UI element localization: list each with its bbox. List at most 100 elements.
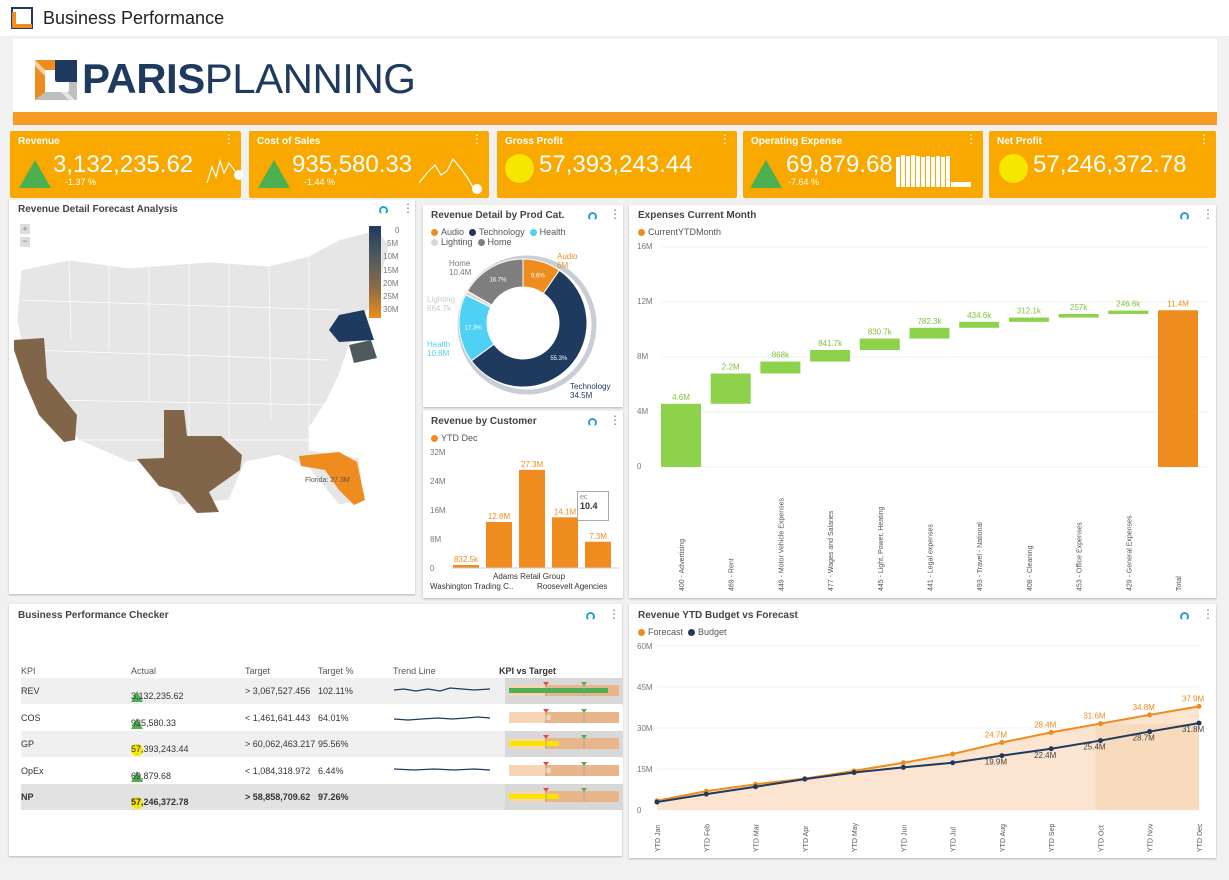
us-map[interactable]: Florida: 27.3M (9, 200, 415, 594)
bullet-marker (581, 682, 587, 686)
refresh-icon[interactable] (1180, 612, 1189, 621)
kpi-operating-expense[interactable]: Operating Expense ⋮ 69,879.68 -7.64 % (743, 131, 983, 198)
budget-value-label: 19.9M (985, 758, 1008, 767)
status-up-icon (131, 718, 143, 729)
forecast-point (999, 739, 1005, 745)
label-lighting: Lighting (427, 295, 456, 304)
x-category-label: 449 - Motor Vehicle Expenses (778, 498, 785, 591)
y-tick: 15M (637, 765, 653, 774)
ytd-card: Revenue YTD Budget vs Forecast ⋮ Forecas… (629, 604, 1216, 858)
more-menu-icon[interactable]: ⋮ (609, 207, 621, 221)
status-neutral-icon (999, 154, 1028, 183)
budget-point (1147, 729, 1153, 735)
expenses-waterfall-chart[interactable]: 4.6M 400 - Advertising 2.2M 469 - Rent 868k 4… (629, 205, 1216, 598)
bullet-marker (543, 682, 549, 686)
y-tick: 16M (430, 506, 446, 515)
forecast-value-label: 31.6M (1083, 712, 1106, 721)
donut-chart[interactable]: 9.6% 55.3% 17.3% 16.7% (423, 245, 623, 407)
refresh-icon[interactable] (1180, 212, 1189, 221)
more-menu-icon[interactable]: ⋮ (719, 132, 731, 146)
more-menu-icon[interactable]: ⋮ (223, 132, 235, 146)
legend-label: 25M (383, 292, 399, 301)
slice-percent-label: 55.3% (550, 356, 568, 362)
bullet-marker (581, 735, 587, 739)
kpi-sparkbars (896, 155, 971, 187)
target-pct-cell: 6.44% (318, 766, 344, 776)
kpi-title: Revenue (18, 136, 60, 147)
card-title: Business Performance Checker (18, 610, 169, 621)
refresh-icon[interactable] (379, 206, 388, 215)
y-tick: 12M (637, 297, 653, 306)
forecast-point (1196, 703, 1202, 709)
prod-cat-card: Revenue Detail by Prod Cat. ⋮ Audio Tech… (423, 205, 623, 407)
forecast-point (950, 751, 956, 757)
forecast-point (1147, 712, 1153, 718)
budget-value-label: 28.7M (1133, 734, 1156, 743)
refresh-icon[interactable] (588, 212, 597, 221)
x-category-label: 441 - Legal expenses (928, 524, 935, 591)
table-row[interactable]: REV 3,132,235.62 > 3,067,527.456 102.11% (21, 678, 623, 704)
legend-label: 0 (395, 226, 400, 235)
ytd-line-chart[interactable]: 24.7M 28.4M 31.6M 34.8M 37.9M 19.9M 22.4M 25.4M… (629, 604, 1216, 858)
x-category-label: 477 - Wages and Salaries (828, 510, 835, 591)
forecast-point (1048, 729, 1054, 735)
kpi-net-profit[interactable]: Net Profit ⋮ 57,246,372.78 (989, 131, 1216, 198)
kpi-sparkline (418, 157, 482, 194)
bullet-marker (543, 709, 549, 713)
more-menu-icon[interactable]: ⋮ (471, 132, 483, 146)
state-new-york (329, 310, 374, 342)
bar-value-label: 27.3M (521, 460, 544, 469)
trend-sparkline (394, 768, 491, 771)
more-menu-icon[interactable]: ⋮ (965, 132, 977, 146)
budget-point (950, 760, 956, 766)
bar-value-label: 246.6k (1116, 300, 1141, 309)
more-menu-icon[interactable]: ⋮ (608, 607, 620, 621)
trend-sparkline (394, 733, 494, 755)
more-menu-icon[interactable]: ⋮ (1198, 132, 1210, 146)
bar-value-label: 830.7k (868, 328, 893, 337)
x-category-label: YTD Jan (655, 825, 662, 852)
legend-item: Audio (431, 227, 464, 237)
table-row[interactable]: GP 57,393,243.44 > 60,062,463.217 95.56% (21, 731, 623, 757)
label-audio: Audio (557, 252, 578, 261)
bar-value-label: 11.4M (1167, 299, 1189, 308)
target-pct-cell: 102.11% (318, 686, 353, 696)
zoom-in-button[interactable]: + (20, 224, 30, 234)
kpi-cell: OpEx (21, 766, 44, 776)
bullet-measure (509, 768, 551, 773)
label-audio-value: 6M (557, 261, 569, 270)
kpi-revenue[interactable]: Revenue ⋮ 3,132,235.62 -1.37 % (10, 131, 244, 198)
refresh-icon[interactable] (586, 612, 595, 621)
bar-value-label: 12.8M (488, 512, 511, 521)
label-health: Health (427, 340, 451, 349)
x-category-label: YTD Sep (1049, 823, 1056, 852)
table-row[interactable]: NP 57,246,372.78 > 58,858,709.62 97.26% (21, 784, 623, 810)
state-florida (299, 452, 365, 505)
table-row[interactable]: COS 935,580.33 < 1,461,641.443 64.01% (21, 705, 623, 731)
customer-bar-chart[interactable]: 832.5k 12.8M 27.3M 14.1M 7.3M (423, 411, 623, 598)
bar-value-label: 841.7k (818, 339, 843, 348)
bar-value-label: 832.5k (454, 555, 479, 564)
kpi-value: 69,879.68 (786, 151, 893, 178)
table-row[interactable]: OpEx 69,879.68 < 1,084,318.972 6.44% (21, 758, 623, 784)
refresh-icon[interactable] (588, 418, 597, 427)
target-pct-cell: 64.01% (318, 713, 349, 723)
x-category-label: YTD Apr (803, 825, 810, 852)
budget-point (703, 791, 709, 797)
bullet-marker (543, 788, 549, 792)
card-title: Revenue Detail Forecast Analysis (18, 204, 178, 215)
page-title: Business Performance (43, 8, 225, 28)
bar-value-label: 434.6k (967, 311, 992, 320)
zoom-out-button[interactable]: − (20, 237, 30, 247)
kpi-cell: NP (21, 792, 34, 802)
legend-label: 5M (387, 239, 399, 248)
bullet-chart (505, 758, 623, 784)
budget-point (654, 799, 660, 805)
table-header: KPI Actual Target Target % Trend Line KP… (21, 666, 556, 676)
kpi-cost-of-sales[interactable]: Cost of Sales ⋮ 935,580.33 -1.44 % (249, 131, 489, 198)
trend-sparkline (394, 687, 491, 692)
kpi-gross-profit[interactable]: Gross Profit ⋮ 57,393,243.44 (497, 131, 737, 198)
label-home-value: 10.4M (449, 268, 472, 277)
bar-value-label: 4.6M (672, 393, 690, 402)
bullet-range-high (545, 712, 619, 723)
